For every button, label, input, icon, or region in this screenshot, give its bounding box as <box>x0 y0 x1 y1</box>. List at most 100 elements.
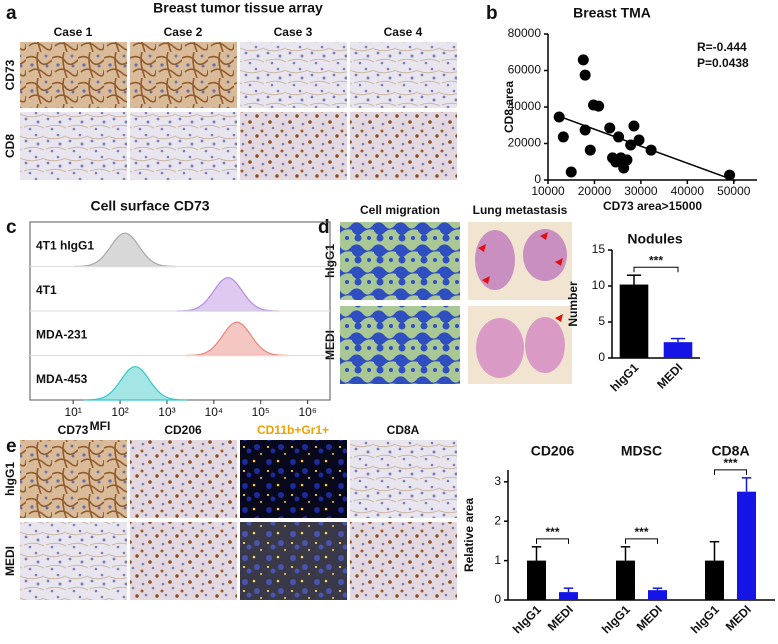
histogram <box>176 276 280 312</box>
x-tick-label: 10⁴ <box>205 405 224 419</box>
x-tick-label: hIgG1 <box>688 602 722 636</box>
bar <box>559 592 578 600</box>
y-axis-label: CD8 area <box>502 81 516 133</box>
column-label: Case 2 <box>164 25 203 39</box>
fit-line <box>558 115 736 182</box>
x-tick-label: MEDI <box>723 602 754 633</box>
panel-letter: a <box>6 3 17 24</box>
bar <box>616 560 635 600</box>
column-label: CD206 <box>164 423 202 437</box>
y-tick-label: 60000 <box>508 63 542 77</box>
x-tick-label: MEDI <box>634 602 665 633</box>
x-tick-label: hIgG1 <box>510 602 544 636</box>
row-label: MEDI <box>3 546 17 576</box>
chart-title: Nodules <box>627 231 682 247</box>
x-tick-label: MEDI <box>545 602 576 633</box>
micrograph <box>350 522 457 600</box>
y-tick-label: 80000 <box>508 26 542 40</box>
significance-label: *** <box>649 253 663 267</box>
y-tick-label: 0 <box>494 592 501 606</box>
series-label: 4T1 <box>36 283 57 297</box>
significance-label: *** <box>634 525 648 539</box>
micrograph <box>340 306 460 384</box>
annotation: R=-0.444 <box>697 40 747 54</box>
x-axis-label: MFI <box>90 419 111 433</box>
lung-lobe <box>475 230 515 290</box>
group-title: CD8A <box>711 443 749 459</box>
annotation: P=0.0438 <box>697 56 749 70</box>
micrograph <box>20 112 127 180</box>
bar <box>648 590 667 600</box>
series-label: MDA-231 <box>36 328 88 342</box>
lung-lobe <box>476 318 524 378</box>
column-label: Case 4 <box>384 25 423 39</box>
lung-lobe <box>525 317 565 373</box>
micrograph <box>240 522 347 600</box>
y-tick-label: 40000 <box>508 99 542 113</box>
arrow <box>555 258 563 266</box>
x-tick-label: 30000 <box>624 184 658 198</box>
x-tick-label: 10¹ <box>65 405 82 419</box>
histogram <box>83 365 187 401</box>
micrograph <box>20 440 127 518</box>
micrograph <box>20 42 127 108</box>
x-tick-label: 50000 <box>717 184 751 198</box>
panel-a-images <box>20 42 457 180</box>
significance-bracket <box>633 266 679 273</box>
y-tick-label: 1 <box>494 553 501 567</box>
chart-title: Breast TMA <box>573 5 651 21</box>
x-tick-label: 10³ <box>158 405 175 419</box>
bar <box>737 491 756 600</box>
lung-lobe <box>523 229 567 281</box>
x-tick-label: hIgG1 <box>607 360 641 394</box>
x-tick-label: 40000 <box>671 184 705 198</box>
point <box>584 144 596 156</box>
y-tick-label: 15 <box>592 242 606 256</box>
micrograph <box>240 112 347 180</box>
column-label: CD8A <box>387 423 420 437</box>
micrograph <box>130 42 237 108</box>
column-label: CD11b+Gr1+ <box>257 423 329 437</box>
y-tick-label: 5 <box>598 314 605 328</box>
arrow <box>482 276 490 284</box>
y-axis-label: Number <box>566 281 580 327</box>
micrograph <box>20 522 127 600</box>
panel-letter: c <box>6 217 17 238</box>
x-axis-label: CD73 area>15000 <box>603 199 702 213</box>
point <box>633 134 645 146</box>
significance-label: *** <box>545 525 559 539</box>
x-tick-label: 10² <box>111 405 128 419</box>
point <box>604 122 616 134</box>
column-label: Case 3 <box>274 25 313 39</box>
column-label: CD73 <box>58 423 89 437</box>
micrograph <box>350 42 457 108</box>
arrow <box>540 232 548 240</box>
y-axis-label: Relative area <box>462 498 476 572</box>
significance-bracket <box>625 538 658 544</box>
point <box>579 69 591 81</box>
row-label: hIgG1 <box>3 462 17 496</box>
point <box>621 154 633 166</box>
x-tick-label: MEDI <box>654 360 685 391</box>
micrograph <box>130 112 237 180</box>
x-tick-label: 10000 <box>531 184 565 198</box>
y-tick-label: 20000 <box>508 136 542 150</box>
micrograph <box>350 112 457 180</box>
point <box>628 120 640 132</box>
point <box>557 131 569 143</box>
point <box>565 166 577 178</box>
micrograph <box>340 222 460 300</box>
bar <box>705 560 724 600</box>
bar <box>663 342 693 358</box>
micrograph <box>240 42 347 108</box>
chart-title: Cell surface CD73 <box>90 198 209 214</box>
x-tick-label: 10⁶ <box>298 405 316 419</box>
x-tick-label: hIgG1 <box>599 602 633 636</box>
row-label: CD73 <box>3 59 17 90</box>
column-label: Lung metastasis <box>473 203 568 217</box>
panel-letter: b <box>486 3 498 24</box>
micrograph <box>350 440 457 518</box>
panel-e-images <box>20 440 457 600</box>
series-label: 4T1 hIgG1 <box>36 239 94 253</box>
